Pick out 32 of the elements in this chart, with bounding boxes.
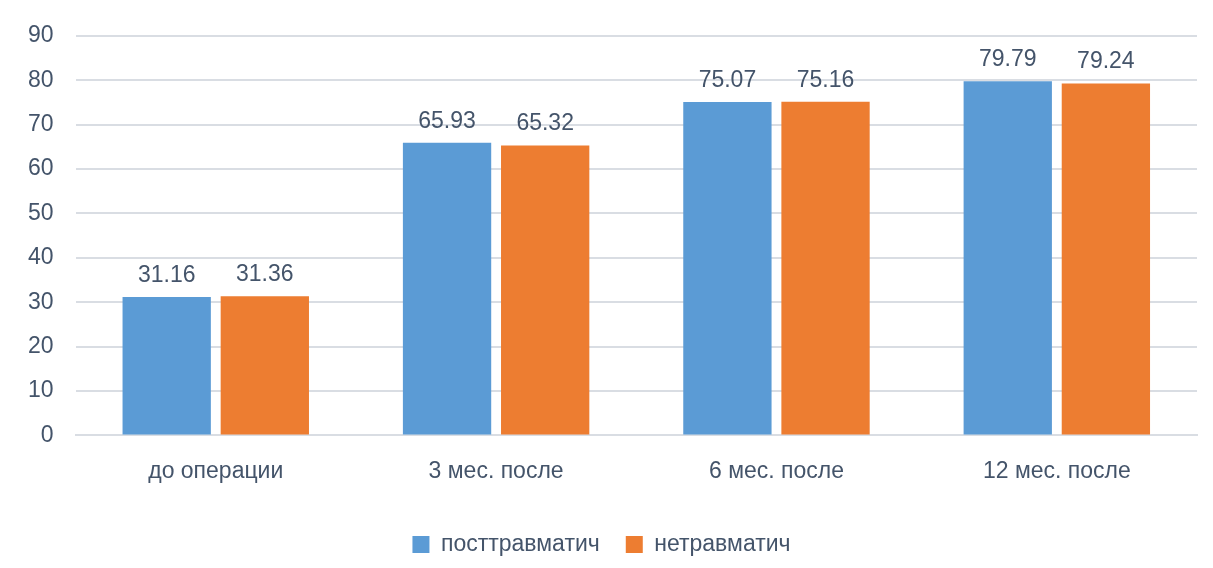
bar [402, 142, 492, 435]
y-tick-label: 70 [27, 109, 54, 136]
x-tick-label: 12 мес. после [982, 456, 1131, 483]
y-tick-label: 40 [27, 243, 54, 270]
x-tick-label: 3 мес. после [428, 456, 564, 483]
data-label: 75.16 [796, 65, 855, 92]
bar [1061, 83, 1151, 435]
data-label: 79.79 [978, 44, 1037, 71]
bar [501, 145, 590, 435]
data-label: 31.16 [137, 260, 196, 287]
bar [781, 101, 870, 435]
bar [220, 296, 309, 435]
x-tick-label: 6 мес. после [708, 456, 844, 483]
data-label: 79.24 [1077, 47, 1135, 74]
bar [122, 297, 211, 435]
y-tick-label: 50 [27, 198, 54, 225]
y-tick-label: 30 [27, 287, 54, 314]
y-tick-label: 60 [27, 154, 54, 181]
bar [963, 81, 1052, 435]
legend-label: посттравматич [440, 529, 600, 556]
y-tick-label: 0 [40, 420, 54, 447]
y-tick-label: 10 [27, 376, 54, 403]
data-label: 65.32 [516, 109, 574, 136]
bar [683, 102, 772, 435]
y-tick-label: 80 [27, 65, 54, 92]
legend-label: нетравматич [654, 529, 791, 556]
x-tick-label: до операции [148, 456, 284, 483]
y-tick-label: 90 [27, 21, 54, 48]
data-label: 31.36 [236, 260, 294, 287]
y-tick-label: 20 [27, 331, 54, 358]
data-label: 75.07 [698, 65, 757, 92]
data-label: 65.93 [418, 106, 476, 133]
